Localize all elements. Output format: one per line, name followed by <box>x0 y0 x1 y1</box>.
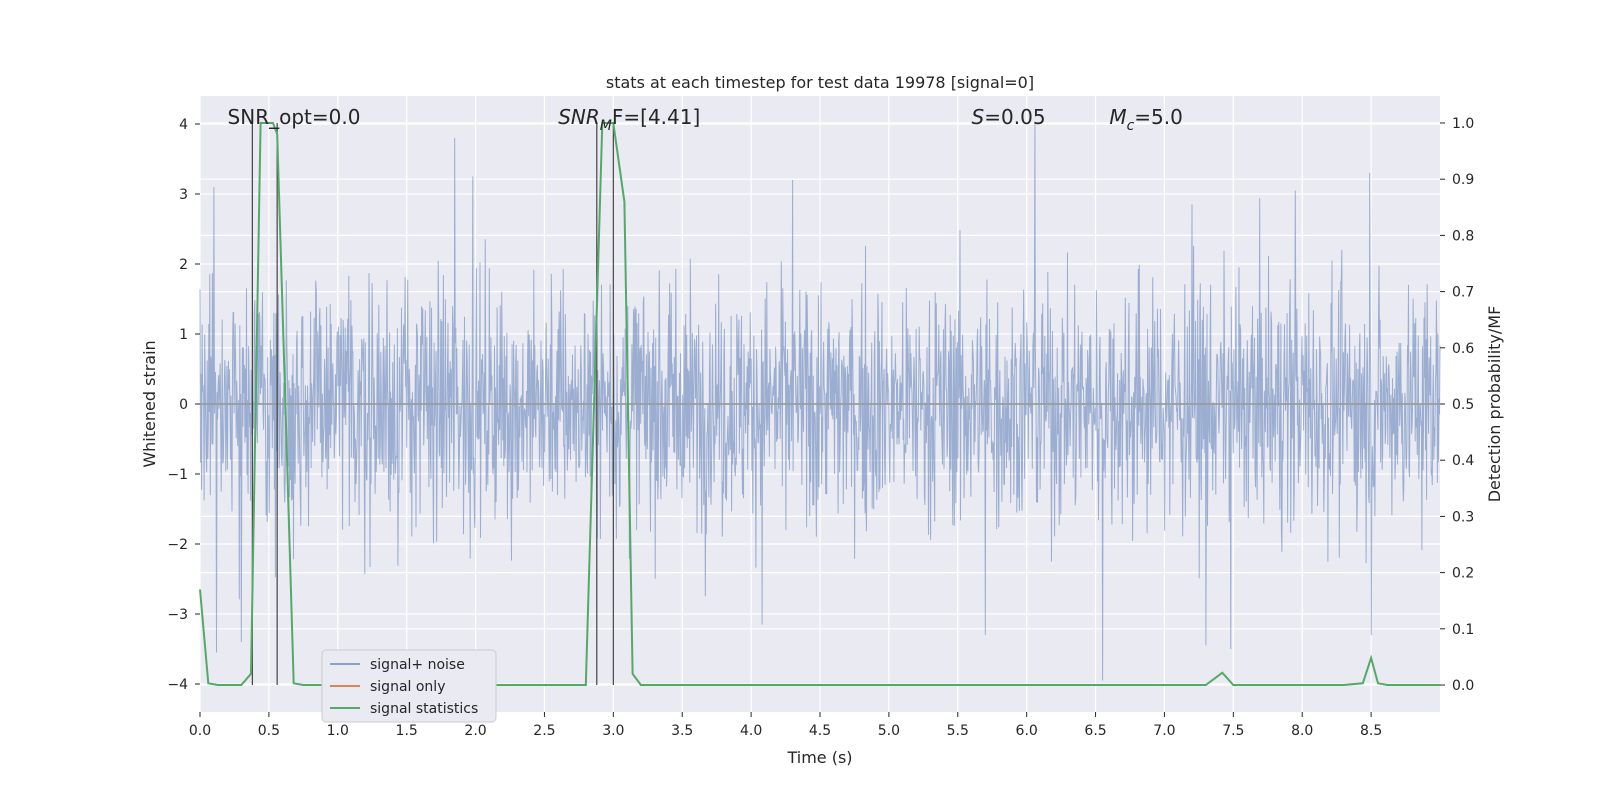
y-tick-label-7: −3 <box>167 607 188 623</box>
x-tick-label-16: 8.0 <box>1291 723 1313 739</box>
legend-box <box>321 649 497 723</box>
y-tick-label-2: 2 <box>179 257 188 273</box>
x-axis-ticks: 0.0 0.5 1.0 1.5 2.0 2.5 3.0 3.5 4.0 4.5 5.0 5.5 6.0 6… <box>189 712 1382 739</box>
y-tick-label-0: 4 <box>179 117 188 133</box>
y-right-tick-label-7: 0.3 <box>1452 509 1474 525</box>
y-tick-label-6: −2 <box>167 537 188 553</box>
series-signal-statistics <box>199 122 1440 686</box>
y-tick-label-3: 1 <box>179 327 188 343</box>
x-tick-label-1: 0.5 <box>258 723 280 739</box>
y-right-tick-label-2: 0.8 <box>1452 228 1474 244</box>
x-axis-label: Time (s) <box>786 748 852 767</box>
noise-trace <box>199 123 1441 681</box>
y-tick-label-5: −1 <box>167 467 188 483</box>
annotation-1-subscript: M <box>600 118 612 134</box>
vertical-markers <box>251 122 614 686</box>
y-axis-right-label: Detection probability/MF <box>1485 306 1504 503</box>
annotation-3-symbol: M <box>1109 105 1126 129</box>
annotation-2-value: =0.05 <box>984 105 1045 129</box>
y-right-tick-label-6: 0.4 <box>1452 453 1474 469</box>
y-tick-label-8: −4 <box>167 677 188 693</box>
legend: signal+ noise signal only signal statist… <box>321 649 497 723</box>
annotation-1: SNRMF=[4.41] <box>558 105 700 134</box>
x-tick-label-3: 1.5 <box>396 723 418 739</box>
x-tick-label-6: 3.0 <box>602 723 624 739</box>
x-tick-label-12: 6.0 <box>1016 723 1038 739</box>
legend-label-signal-statistics: signal statistics <box>370 701 478 717</box>
y-right-tick-label-1: 0.9 <box>1452 172 1474 188</box>
y-right-tick-label-3: 0.7 <box>1452 285 1474 301</box>
series-signal-noise <box>199 123 1441 681</box>
annotations: SNR_opt=0.0 SNRMF=[4.41] S=0.05 Mc=5.0 <box>228 105 1183 134</box>
x-tick-label-8: 4.0 <box>740 723 762 739</box>
y-axis-right-ticks: 1.0 0.9 0.8 0.7 0.6 0.5 0.4 0.3 0.2 0.1 0.0 <box>1440 116 1474 694</box>
x-tick-label-5: 2.5 <box>533 723 555 739</box>
y-right-tick-label-4: 0.6 <box>1452 341 1474 357</box>
x-tick-label-11: 5.5 <box>947 723 969 739</box>
x-tick-label-10: 5.0 <box>878 723 900 739</box>
y-tick-label-4: 0 <box>179 397 188 413</box>
y-right-tick-label-8: 0.2 <box>1452 566 1474 582</box>
signal-statistics-line <box>199 122 1440 686</box>
y-axis-label: Whitened strain <box>140 340 159 467</box>
annotation-1-symbol: SNR <box>558 105 600 129</box>
x-tick-label-0: 0.0 <box>189 723 211 739</box>
annotation-1-value: F=[4.41] <box>612 105 700 129</box>
annotation-3-subscript: c <box>1127 118 1135 134</box>
x-tick-label-7: 3.5 <box>671 723 693 739</box>
y-axis-ticks: 4 3 2 1 0 −1 −2 −3 −4 <box>167 117 200 693</box>
chart-title: stats at each timestep for test data 199… <box>606 73 1034 92</box>
y-right-tick-label-9: 0.1 <box>1452 622 1474 638</box>
x-tick-label-17: 8.5 <box>1360 723 1382 739</box>
legend-label-signal-noise: signal+ noise <box>370 657 465 673</box>
annotation-3: Mc=5.0 <box>1109 105 1183 134</box>
annotation-3-value: =5.0 <box>1134 105 1183 129</box>
x-tick-label-2: 1.0 <box>327 723 349 739</box>
x-tick-label-15: 7.5 <box>1222 723 1244 739</box>
x-tick-label-14: 7.0 <box>1153 723 1175 739</box>
annotation-2: S=0.05 <box>972 105 1046 129</box>
annotation-0: SNR_opt=0.0 <box>228 105 361 129</box>
x-tick-label-13: 6.5 <box>1084 723 1106 739</box>
y-tick-label-1: 3 <box>179 187 188 203</box>
x-tick-label-9: 4.5 <box>809 723 831 739</box>
x-tick-label-4: 2.0 <box>464 723 486 739</box>
y-right-tick-label-5: 0.5 <box>1452 397 1474 413</box>
y-right-tick-label-0: 1.0 <box>1452 116 1474 132</box>
annotation-2-symbol: S <box>972 105 985 129</box>
y-right-tick-label-10: 0.0 <box>1452 678 1474 694</box>
legend-label-signal-only: signal only <box>370 679 445 695</box>
